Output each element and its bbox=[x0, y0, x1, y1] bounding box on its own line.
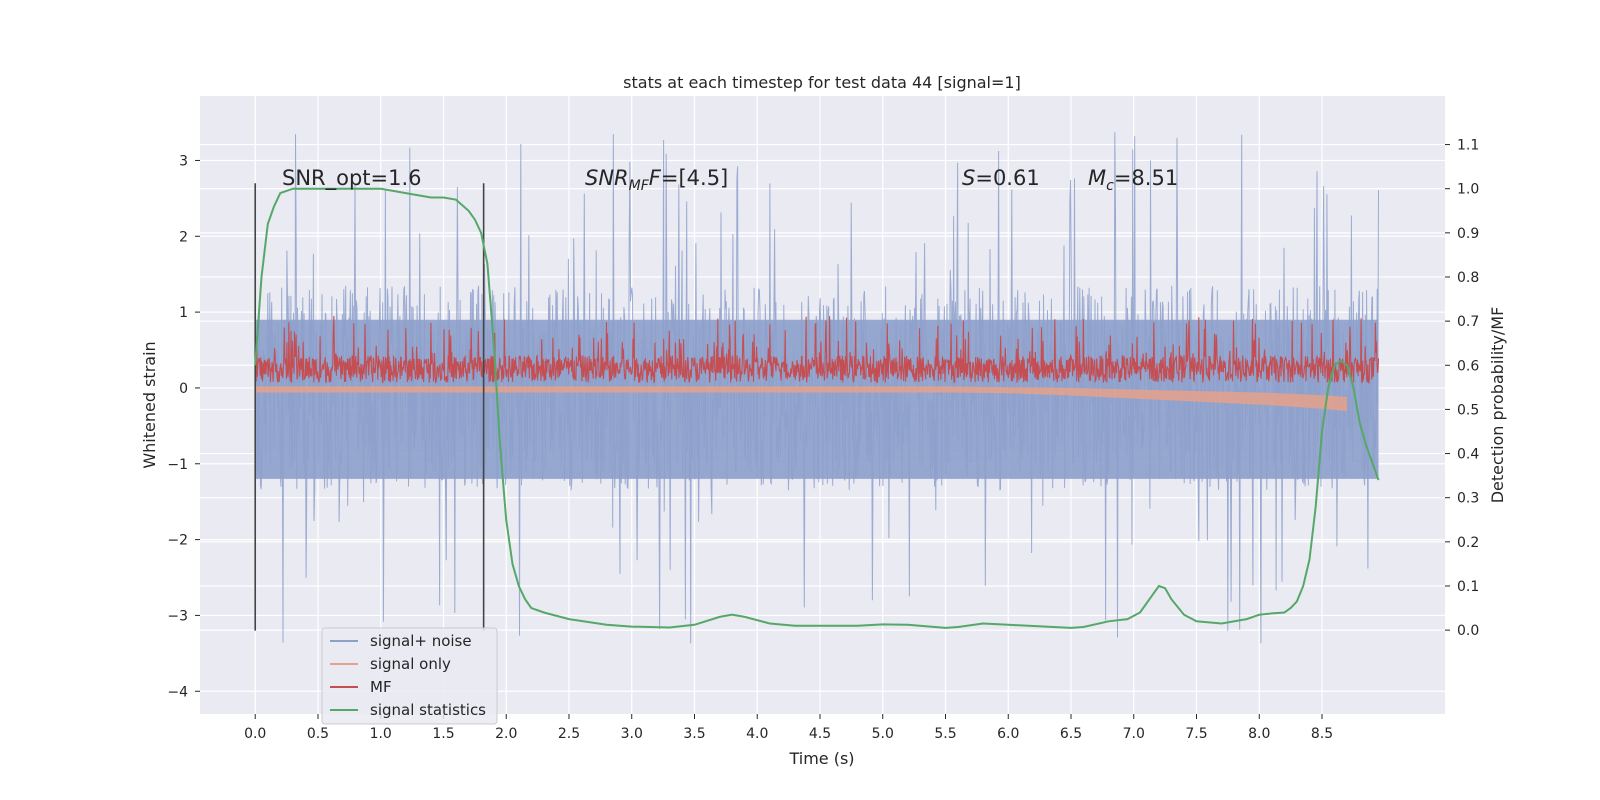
chart-title: stats at each timestep for test data 44 … bbox=[623, 73, 1021, 92]
legend-label-signal-noise: signal+ noise bbox=[370, 632, 472, 650]
series-signal-only-band bbox=[255, 386, 1348, 412]
annotation-mc-main: M bbox=[1088, 166, 1106, 190]
legend: signal+ noise signal only MF signal stat… bbox=[321, 627, 498, 725]
y-axis-left: 3 2 1 0 −1 −2 −3 −4 bbox=[167, 153, 200, 700]
x-tick-label: 0.5 bbox=[307, 726, 329, 742]
x-tick-label: 6.5 bbox=[1060, 726, 1082, 742]
x-tick-label: 7.5 bbox=[1185, 726, 1207, 742]
x-tick-label: 2.5 bbox=[558, 726, 580, 742]
x-tick-label: 3.0 bbox=[621, 726, 643, 742]
x-tick-label: 1.0 bbox=[370, 726, 392, 742]
legend-box bbox=[321, 627, 498, 725]
y-tick-label-left: 1 bbox=[179, 305, 188, 321]
y-tick-label-right: 0.7 bbox=[1457, 314, 1479, 330]
y-tick-label-left: −4 bbox=[167, 684, 188, 700]
legend-label-signal-only: signal only bbox=[370, 655, 451, 673]
annotation-snr-mf-sub: MF bbox=[629, 178, 650, 194]
annotation-snr-opt: SNR_opt=1.6 bbox=[282, 166, 422, 191]
y-tick-label-left: −1 bbox=[167, 457, 188, 473]
annotation-snr-mf-f: F bbox=[649, 166, 662, 190]
legend-label-mf: MF bbox=[370, 678, 392, 696]
y-tick-label-right: 0.1 bbox=[1457, 579, 1479, 595]
x-tick-label: 3.5 bbox=[683, 726, 705, 742]
y-tick-label-left: 2 bbox=[179, 229, 188, 245]
y-tick-label-right: 1.1 bbox=[1457, 138, 1479, 154]
plot-area bbox=[254, 132, 1380, 644]
annotation-mc: Mc=8.51 bbox=[1088, 166, 1178, 194]
annotation-snr-mf-main: SNR bbox=[585, 166, 629, 190]
x-tick-label: 5.0 bbox=[872, 726, 894, 742]
x-tick-label: 1.5 bbox=[432, 726, 454, 742]
x-tick-label: 7.0 bbox=[1123, 726, 1145, 742]
y-tick-label-right: 0.8 bbox=[1457, 270, 1479, 286]
annotation-snr-mf-value: =[4.5] bbox=[661, 166, 728, 190]
series-signal-statistics-line bbox=[254, 187, 1380, 629]
annotation-mc-sub: c bbox=[1106, 178, 1114, 194]
y-tick-label-right: 0.9 bbox=[1457, 226, 1479, 242]
y-axis-label: Whitened strain bbox=[140, 341, 159, 468]
annotation-s: S=0.61 bbox=[962, 166, 1040, 190]
y-axis-right: 1.1 1.0 0.9 0.8 0.7 0.6 0.5 0.4 0.3 0.2 0.1 0.0 bbox=[1445, 138, 1479, 639]
annotation-mc-value: =8.51 bbox=[1114, 166, 1178, 190]
y-tick-label-left: 0 bbox=[179, 381, 188, 397]
x-tick-label: 6.0 bbox=[997, 726, 1019, 742]
y-axis-right-label: Detection probability/MF bbox=[1488, 307, 1507, 504]
x-tick-label: 4.5 bbox=[809, 726, 831, 742]
annotation-snr-mf: SNRMFF=[4.5] bbox=[585, 166, 728, 194]
y-tick-label-right: 0.4 bbox=[1457, 447, 1479, 463]
x-tick-label: 0.0 bbox=[244, 726, 266, 742]
x-tick-label: 8.5 bbox=[1311, 726, 1333, 742]
annotation-s-main: S bbox=[962, 166, 975, 190]
y-tick-label-right: 0.5 bbox=[1457, 402, 1479, 418]
x-axis: 0.0 0.5 1.0 1.5 2.0 2.5 3.0 3.5 4.0 4.5 5.0 5.5 6.0 6… bbox=[244, 714, 1333, 742]
y-tick-label-left: −2 bbox=[167, 533, 188, 549]
y-tick-label-right: 0.0 bbox=[1457, 623, 1479, 639]
y-tick-label-right: 0.2 bbox=[1457, 535, 1479, 551]
y-tick-label-left: −3 bbox=[167, 608, 188, 624]
y-tick-label-right: 1.0 bbox=[1457, 182, 1479, 198]
y-tick-label-right: 0.3 bbox=[1457, 491, 1479, 507]
x-axis-label: Time (s) bbox=[788, 749, 854, 768]
x-tick-label: 2.0 bbox=[495, 726, 517, 742]
series-mf-line bbox=[254, 316, 1380, 385]
y-tick-label-right: 0.6 bbox=[1457, 358, 1479, 374]
annotation-s-value: =0.61 bbox=[975, 166, 1039, 190]
x-tick-label: 8.0 bbox=[1248, 726, 1270, 742]
x-tick-label: 5.5 bbox=[934, 726, 956, 742]
x-tick-label: 4.0 bbox=[746, 726, 768, 742]
y-tick-label-left: 3 bbox=[179, 153, 188, 169]
legend-label-signal-statistics: signal statistics bbox=[370, 701, 486, 719]
